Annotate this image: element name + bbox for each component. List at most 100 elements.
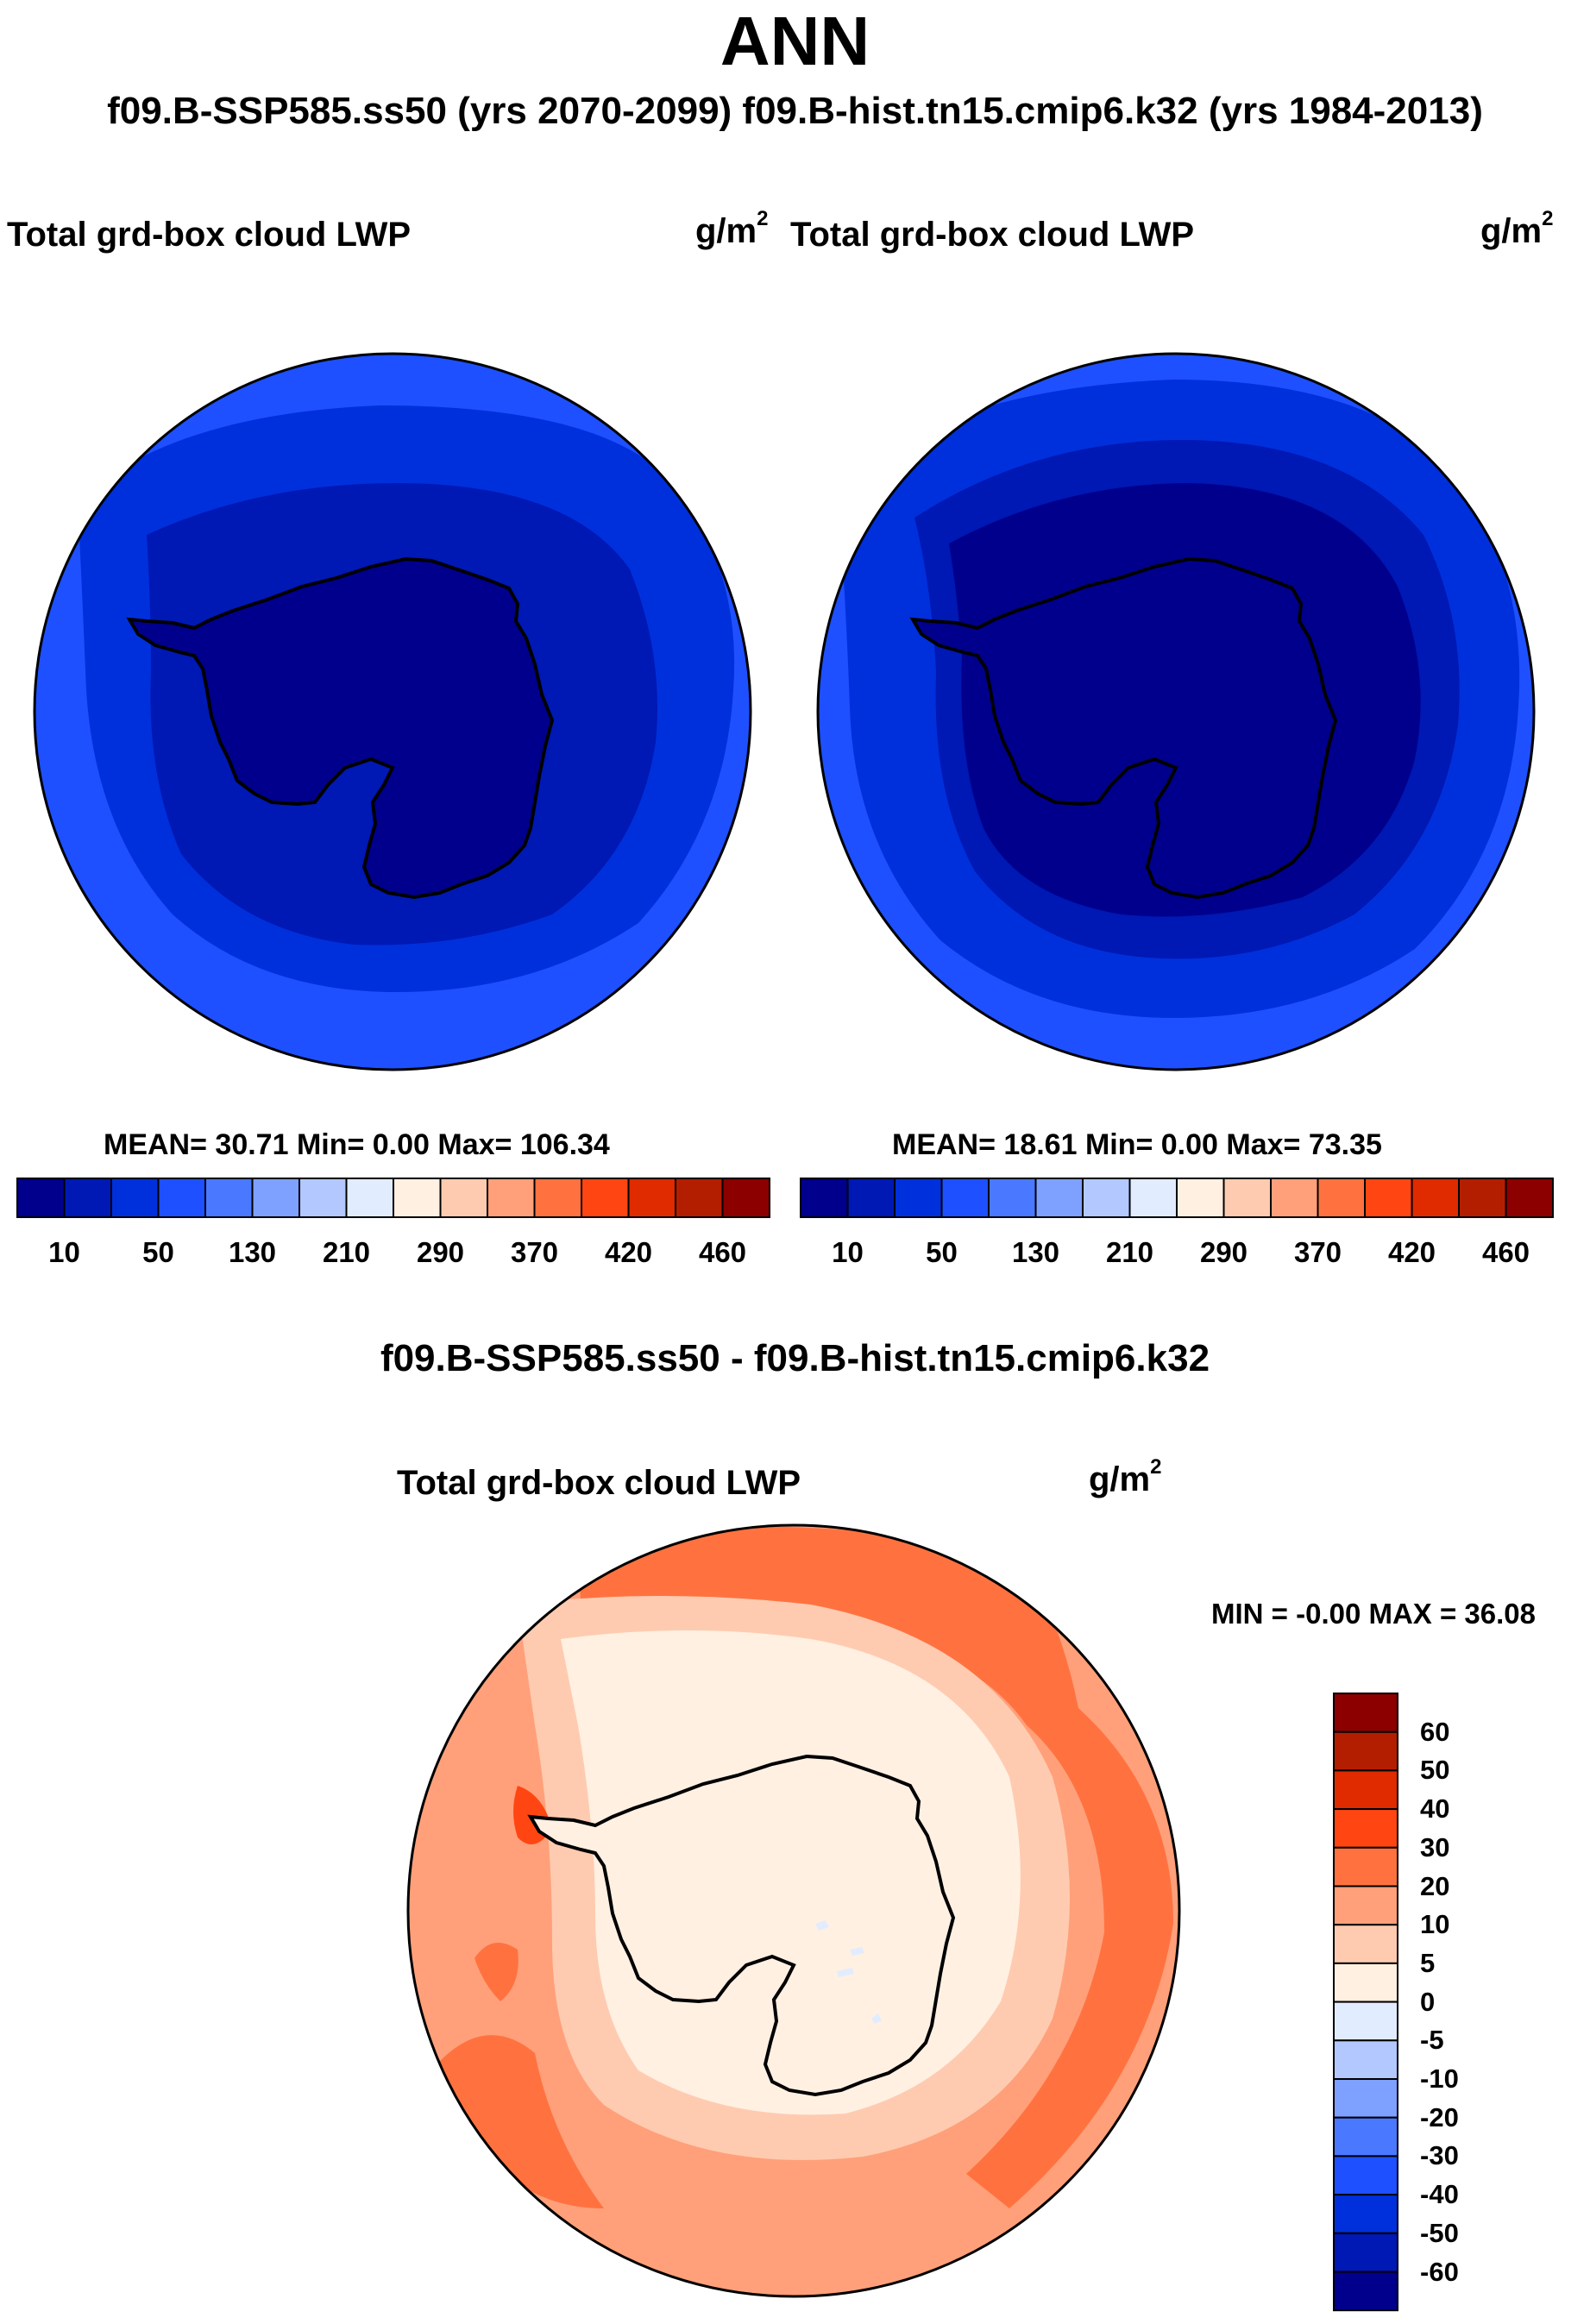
main-title: ANN — [720, 3, 870, 79]
right-colorbar-tick-label: 50 — [926, 1236, 958, 1268]
diff-colorbar-tick-label: -40 — [1420, 2179, 1459, 2210]
diff-colorbar-tick-label: -30 — [1420, 2140, 1459, 2171]
left-colorbar-box — [721, 1178, 770, 1218]
diff-colorbar — [1333, 1693, 1398, 2312]
right-colorbar-tick-label: 460 — [1481, 1236, 1530, 1268]
diff-map-field-patch-small — [474, 1943, 518, 2001]
right-map — [816, 352, 1536, 1071]
diff-colorbar-tick-label: 20 — [1420, 1870, 1450, 1901]
diff-colorbar-tick-label: 60 — [1420, 1716, 1450, 1747]
left-colorbar — [16, 1178, 770, 1218]
right-colorbar-box — [1222, 1178, 1272, 1218]
right-plot-title: Total grd-box cloud LWP — [790, 216, 1195, 254]
right-colorbar-box — [1458, 1178, 1507, 1218]
left-colorbar-box — [204, 1178, 254, 1218]
difference-title: f09.B-SSP585.ss50 - f09.B-hist.tn15.cmip… — [380, 1337, 1210, 1379]
right-colorbar-tick-label: 420 — [1387, 1236, 1436, 1268]
diff-colorbar-tick-label: -60 — [1420, 2256, 1459, 2287]
left-colorbar-tick-label: 290 — [416, 1236, 465, 1268]
left-plot-title: Total grd-box cloud LWP — [7, 216, 412, 254]
left-colorbar-box — [345, 1178, 394, 1218]
right-colorbar-box — [894, 1178, 943, 1218]
diff-colorbar-box — [1333, 1924, 1398, 1964]
left-map — [33, 352, 752, 1071]
left-colorbar-box — [627, 1178, 676, 1218]
left-colorbar-box — [487, 1178, 536, 1218]
diff-map-field-band-north — [580, 1525, 1173, 2208]
right-stats: MEAN= 18.61 Min= 0.00 Max= 73.35 — [892, 1128, 1382, 1161]
right-colorbar-box — [1270, 1178, 1319, 1218]
diff-map-border — [406, 1523, 1181, 2298]
diff-colorbar-tick-label: 50 — [1420, 1755, 1450, 1786]
diff-colorbar-box — [1333, 1769, 1398, 1811]
left-colorbar-box — [16, 1178, 66, 1218]
diff-colorbar-box — [1333, 1808, 1398, 1849]
diff-colorbar-tick-label: -20 — [1420, 2101, 1459, 2132]
diff-map-field-patch-west — [431, 2035, 604, 2208]
left-stats: MEAN= 30.71 Min= 0.00 Max= 106.34 — [104, 1128, 610, 1161]
right-colorbar — [800, 1178, 1554, 1218]
left-colorbar-tick-label: 370 — [510, 1236, 559, 1268]
right-colorbar-box — [1176, 1178, 1225, 1218]
diff-colorbar-tick-label: 10 — [1420, 1909, 1450, 1940]
left-colorbar-tick-label: 210 — [322, 1236, 371, 1268]
diff-colorbar-tick-label: 30 — [1420, 1831, 1450, 1862]
diff-colorbar-box — [1333, 1846, 1398, 1887]
diff-colorbar-box — [1333, 1730, 1398, 1772]
left-colorbar-box — [110, 1178, 160, 1218]
diff-colorbar-tick-label: -5 — [1420, 2025, 1444, 2056]
left-colorbar-box — [251, 1178, 300, 1218]
left-map-border — [33, 352, 752, 1071]
left-colorbar-box — [439, 1178, 488, 1218]
right-colorbar-tick-label: 370 — [1293, 1236, 1342, 1268]
left-colorbar-tick-label: 10 — [48, 1236, 80, 1268]
right-colorbar-box — [1317, 1178, 1366, 1218]
right-colorbar-box — [1364, 1178, 1413, 1218]
diff-plot-title: Total grd-box cloud LWP — [397, 1464, 801, 1502]
left-colorbar-box — [393, 1178, 442, 1218]
diff-colorbar-box — [1333, 2155, 1398, 2196]
diff-colorbar-box — [1333, 2116, 1398, 2158]
diff-plot-units: g/m2 — [1089, 1455, 1162, 1498]
left-colorbar-tick-label: 460 — [698, 1236, 747, 1268]
right-colorbar-box — [940, 1178, 990, 1218]
diff-minmax: MIN = -0.00 MAX = 36.08 — [1211, 1598, 1537, 1630]
diff-colorbar-tick-label: -50 — [1420, 2217, 1459, 2248]
right-colorbar-box — [1411, 1178, 1460, 1218]
right-colorbar-box — [1034, 1178, 1084, 1218]
diff-map-field-negative-specks — [815, 1920, 882, 2024]
left-colorbar-box — [675, 1178, 724, 1218]
left-colorbar-box — [299, 1178, 348, 1218]
right-colorbar-tick-label: 210 — [1105, 1236, 1154, 1268]
right-colorbar-box — [988, 1178, 1037, 1218]
diff-colorbar-tick-label: 5 — [1420, 1947, 1436, 1978]
diff-colorbar-tick-label: 0 — [1420, 1986, 1436, 2017]
right-colorbar-box — [1505, 1178, 1554, 1218]
diff-colorbar-box — [1333, 2078, 1398, 2119]
diff-colorbar-tick-label: 40 — [1420, 1793, 1450, 1825]
left-colorbar-box — [581, 1178, 630, 1218]
right-colorbar-box — [1128, 1178, 1178, 1218]
right-colorbar-tick-label: 130 — [1011, 1236, 1060, 1268]
left-plot-units: g/m2 — [695, 207, 769, 250]
diff-colorbar-box — [1333, 1693, 1398, 1733]
right-colorbar-tick-label: 290 — [1199, 1236, 1248, 1268]
diff-colorbar-tick-label: -10 — [1420, 2063, 1459, 2094]
right-plot-units: g/m2 — [1480, 207, 1554, 250]
diff-colorbar-box — [1333, 2001, 1398, 2042]
left-colorbar-tick-label: 420 — [604, 1236, 653, 1268]
diff-colorbar-box — [1333, 2039, 1398, 2081]
diff-colorbar-box — [1333, 2232, 1398, 2273]
diff-colorbar-box — [1333, 2271, 1398, 2312]
left-colorbar-box — [63, 1178, 112, 1218]
diff-colorbar-box — [1333, 1885, 1398, 1926]
diff-colorbar-box — [1333, 1962, 1398, 2003]
left-colorbar-box — [157, 1178, 206, 1218]
case-subtitle: f09.B-SSP585.ss50 (yrs 2070-2099) f09.B-… — [107, 90, 1483, 132]
diff-map — [406, 1523, 1181, 2298]
right-colorbar-box — [800, 1178, 849, 1218]
left-colorbar-tick-label: 50 — [142, 1236, 174, 1268]
diff-colorbar-box — [1333, 2194, 1398, 2234]
